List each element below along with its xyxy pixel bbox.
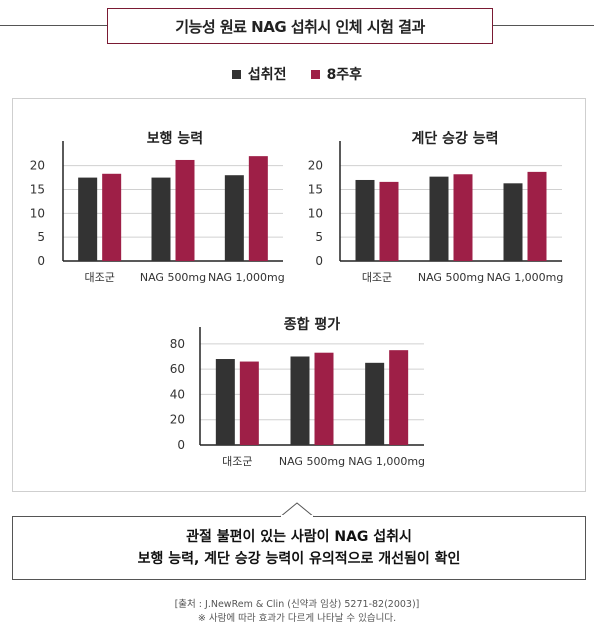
page-title: 기능성 원료 NAG 섭취시 인체 시험 결과: [107, 8, 493, 44]
y-tick-label-0-0: 0: [37, 254, 45, 268]
y-tick-label-1-3: 15: [308, 183, 323, 197]
bar-1-1-1: [453, 174, 473, 261]
bar-2-0-1: [239, 361, 259, 445]
source-disclaimer: ※ 사람에 따라 효과가 다르게 나타날 수 있습니다.: [197, 613, 397, 624]
chart-title-1: 계단 승강 능력: [411, 130, 498, 147]
y-tick-label-2-2: 40: [170, 387, 185, 401]
y-tick-label-2-1: 20: [170, 413, 185, 427]
legend-swatch-after: [310, 69, 320, 79]
bar-1-2-0: [503, 183, 523, 261]
y-tick-label-2-4: 80: [170, 337, 185, 351]
category-label-1-0: 대조군: [362, 271, 392, 284]
category-label-0-2: NAG 1,000mg: [208, 271, 285, 284]
legend-swatch-before: [231, 69, 241, 79]
category-label-2-2: NAG 1,000mg: [348, 455, 425, 468]
y-tick-label-0-4: 20: [30, 159, 45, 173]
bar-1-0-0: [355, 179, 375, 261]
y-tick-label-2-3: 60: [170, 362, 185, 376]
category-label-2-1: NAG 500mg: [279, 455, 345, 468]
chart-title-0: 보행 능력: [147, 131, 203, 147]
category-label-0-1: NAG 500mg: [140, 271, 206, 284]
chart-legend: 섭취전 8주후: [0, 64, 594, 84]
y-tick-label-1-1: 5: [315, 230, 323, 244]
title-rule-left: [0, 25, 107, 26]
title-rule-right: [493, 25, 594, 26]
bar-1-2-1: [527, 171, 547, 261]
bar-0-0-1: [102, 173, 122, 261]
bar-2-2-0: [365, 362, 385, 445]
bar-2-1-0: [290, 356, 310, 445]
summary-line-2: 보행 능력, 계단 승강 능력이 유의적으로 개선됨이 확인: [137, 551, 461, 567]
category-label-0-0: 대조군: [84, 271, 114, 284]
legend-label-after: 8주후: [326, 67, 363, 83]
bar-1-0-1: [379, 181, 399, 261]
bar-0-2-1: [248, 156, 268, 261]
y-tick-label-1-4: 20: [308, 159, 323, 173]
summary-line-1: 관절 불편이 있는 사람이 NAG 섭취시: [186, 529, 412, 545]
category-label-1-2: NAG 1,000mg: [487, 271, 564, 284]
chart-title-2: 종합 평가: [284, 316, 341, 333]
bar-2-2-1: [389, 350, 409, 445]
y-tick-label-0-2: 10: [30, 206, 45, 220]
category-label-1-1: NAG 500mg: [418, 271, 484, 284]
summary-box: 관절 불편이 있는 사람이 NAG 섭취시 보행 능력, 계단 승강 능력이 유…: [12, 516, 586, 580]
bar-0-0-0: [78, 177, 98, 261]
bar-0-1-0: [151, 177, 171, 261]
y-tick-label-2-0: 0: [177, 438, 185, 452]
page-title-text: 기능성 원료 NAG 섭취시 인체 시험 결과: [175, 17, 425, 36]
legend-item-after: 8주후: [310, 64, 363, 84]
bar-1-1-0: [429, 176, 449, 261]
y-tick-label-0-3: 15: [30, 183, 45, 197]
bar-0-2-0: [224, 175, 244, 261]
bar-2-0-0: [215, 359, 235, 445]
chart-panel: 보행 능력 0 5 10 15 20 대조군 NAG 500mg NAG 1,000mg 계단 승…: [12, 98, 586, 492]
bar-2-1-1: [314, 352, 334, 445]
bar-0-1-1: [175, 159, 195, 261]
y-tick-label-1-2: 10: [308, 206, 323, 220]
legend-label-before: 섭취전: [247, 67, 287, 83]
source-citation: [출처 : J.NewRem & Clin (신약과 임상) 5271-82(2…: [174, 599, 420, 610]
y-tick-label-1-0: 0: [315, 254, 323, 268]
legend-item-before: 섭취전: [231, 64, 287, 84]
y-tick-label-0-1: 5: [37, 230, 45, 244]
category-label-2-0: 대조군: [222, 455, 252, 468]
